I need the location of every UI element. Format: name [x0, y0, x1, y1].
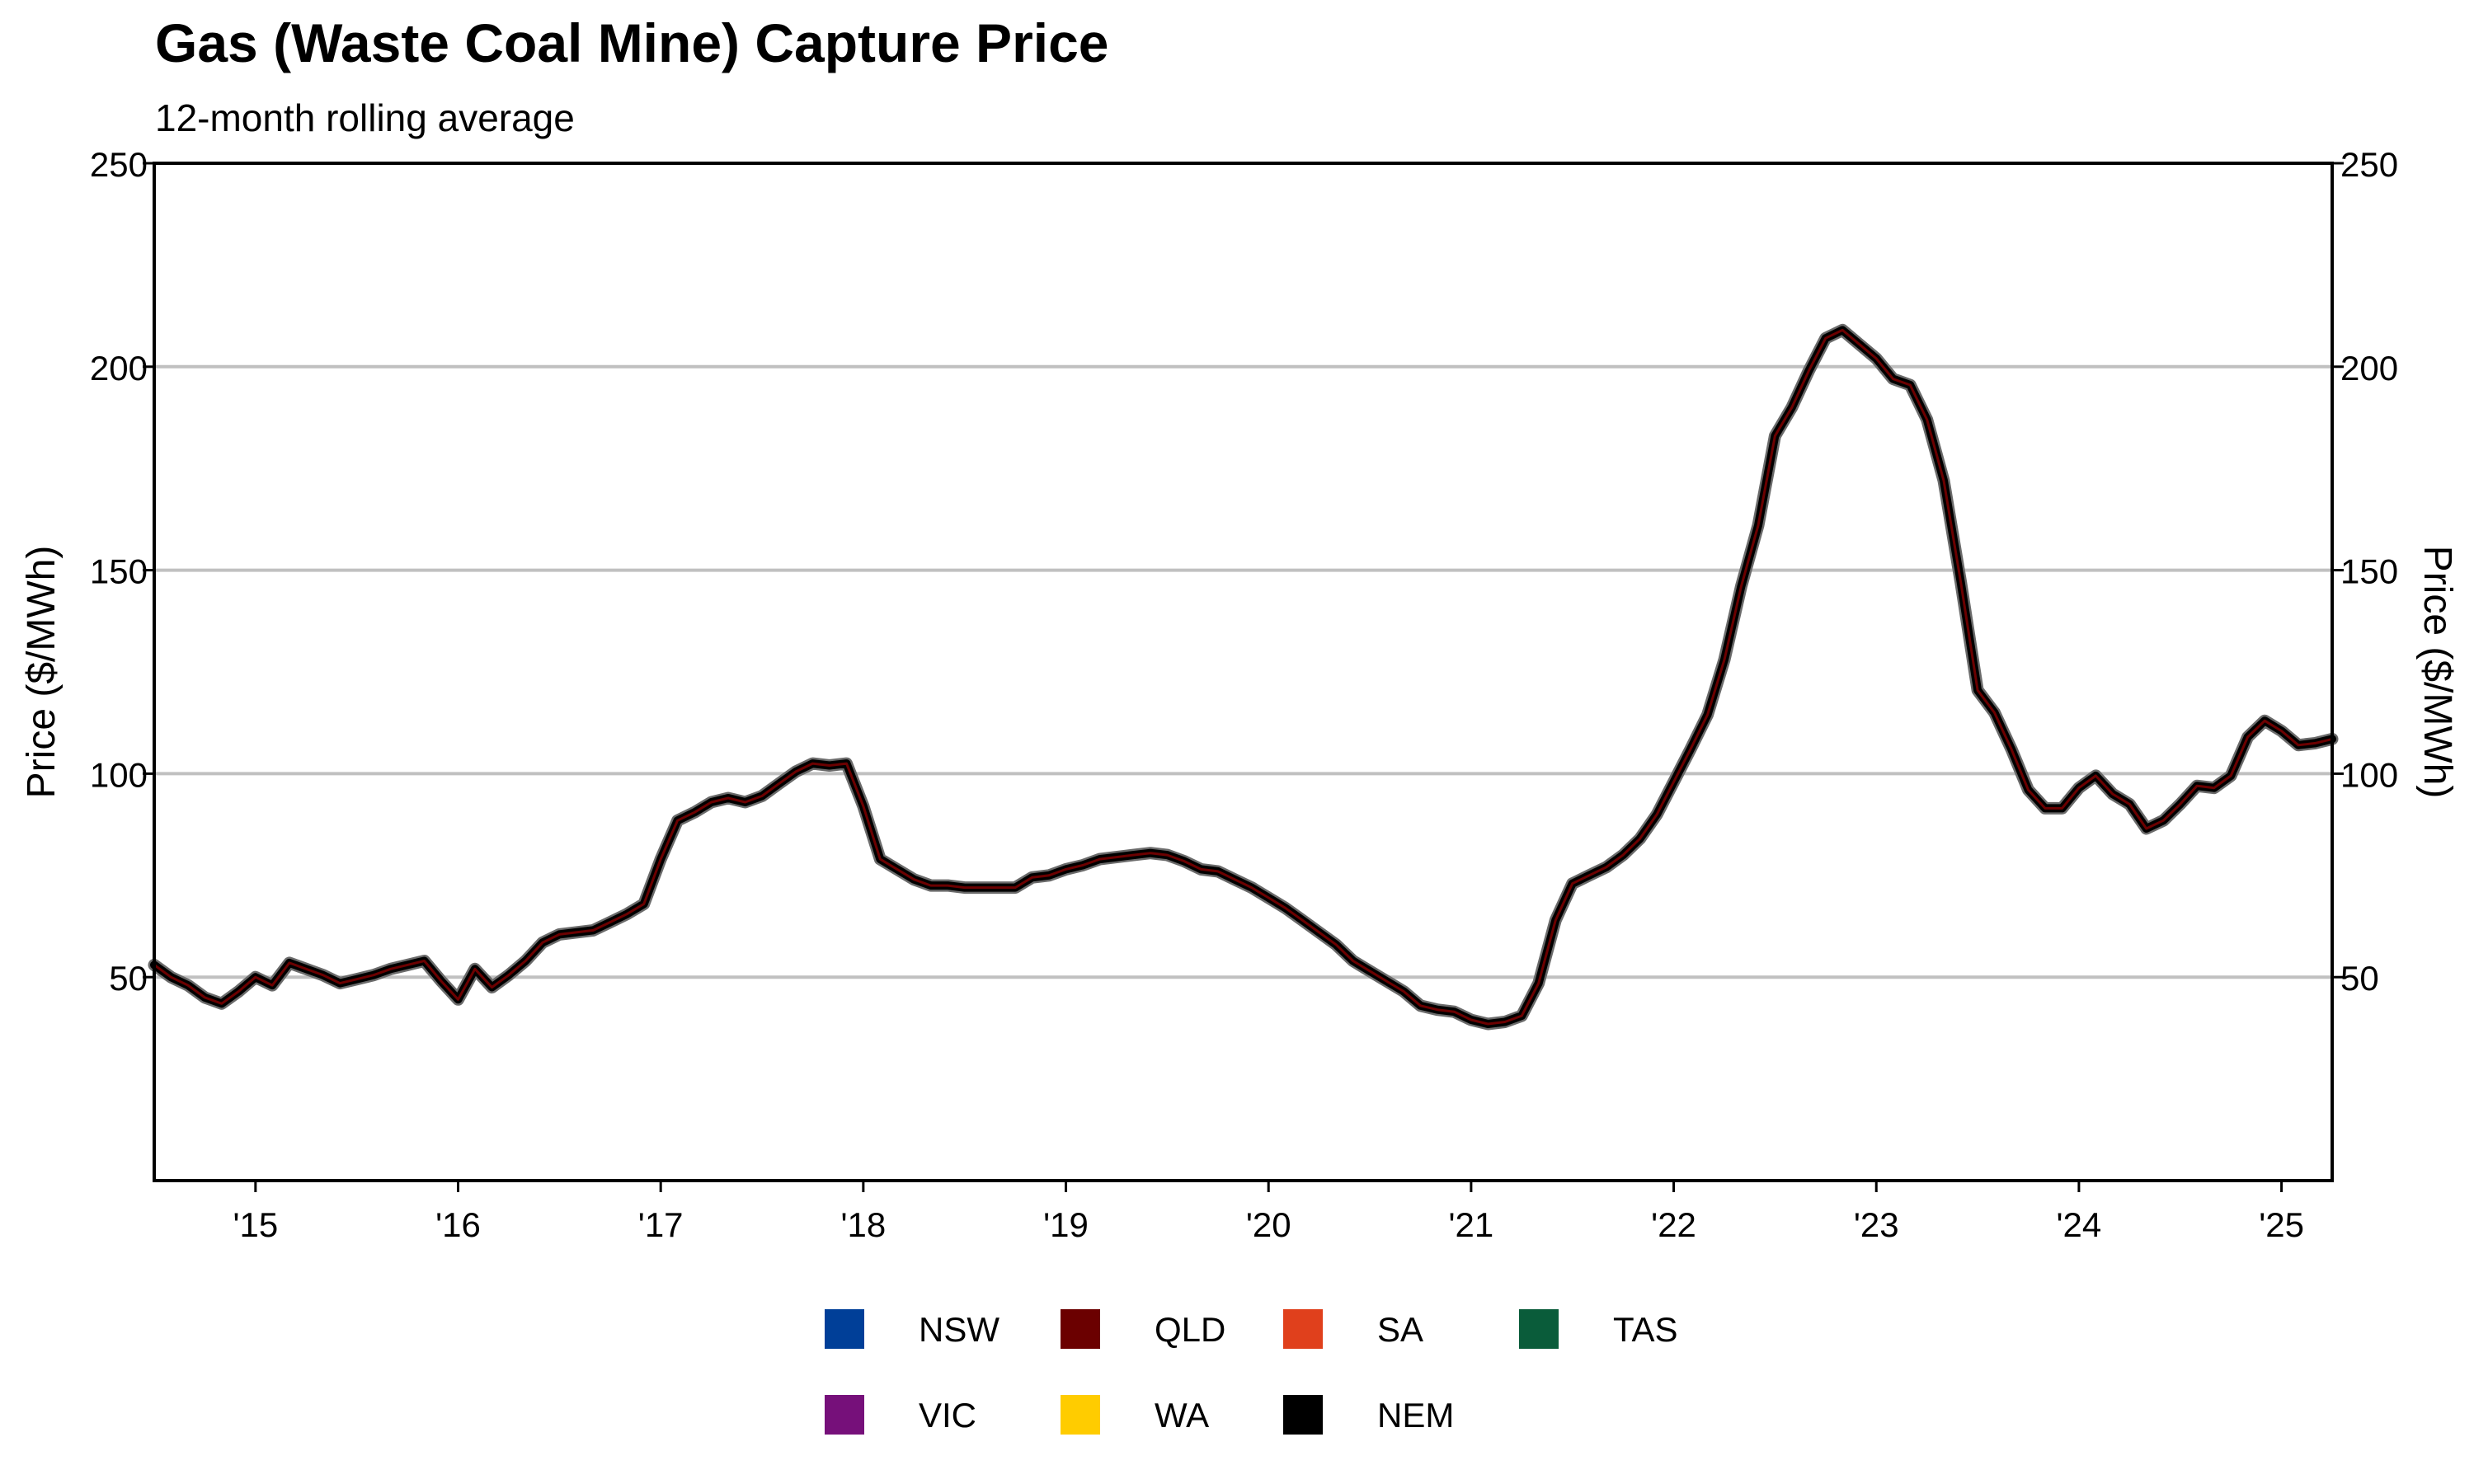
y-tick-label-right: 50 [2340, 959, 2379, 998]
legend-item-nsw: NSW [825, 1309, 999, 1349]
series-line-nem [150, 326, 2336, 1028]
legend-label: SA [1377, 1310, 1423, 1349]
legend: NSW QLD SA TAS VIC WA NEM [825, 1309, 1678, 1435]
x-tick-label: '21 [1449, 1205, 1494, 1244]
chart-title: Gas (Waste Coal Mine) Capture Price [155, 12, 1109, 73]
gridlines [154, 364, 2332, 979]
legend-swatch [825, 1395, 864, 1435]
series-line-qld [153, 328, 2334, 1026]
legend-swatch [1061, 1395, 1100, 1435]
x-tick-label: '18 [840, 1205, 886, 1244]
x-tick-label: '20 [1246, 1205, 1291, 1244]
y-tick-label-left: 200 [90, 349, 148, 387]
y-tick-label-right: 100 [2340, 755, 2398, 794]
y-tick-label-right: 200 [2340, 349, 2398, 387]
y-tick-label-left: 50 [109, 959, 148, 998]
series-line-halo [148, 323, 2339, 1031]
plot-frame [153, 162, 2334, 1182]
legend-label: VIC [919, 1396, 976, 1435]
x-tick-label: '17 [638, 1205, 684, 1244]
legend-swatch [1061, 1309, 1100, 1349]
y-axis-left-label: Price ($/MWh) [20, 546, 63, 799]
y-axis-left-ticks: 50 100 150 200 250 [90, 145, 154, 998]
y-tick-label-right: 150 [2340, 552, 2398, 591]
legend-label: NSW [919, 1310, 999, 1349]
x-tick-label: '19 [1043, 1205, 1089, 1244]
legend-item-qld: QLD [1061, 1309, 1225, 1349]
legend-label: NEM [1377, 1396, 1454, 1435]
legend-swatch [825, 1309, 864, 1349]
legend-swatch [1283, 1395, 1323, 1435]
series-lines [148, 323, 2339, 1031]
legend-item-vic: VIC [825, 1395, 976, 1435]
legend-label: WA [1155, 1396, 1209, 1435]
legend-item-nem: NEM [1283, 1395, 1454, 1435]
legend-swatch [1519, 1309, 1559, 1349]
y-tick-label-left: 150 [90, 552, 148, 591]
legend-swatch [1283, 1309, 1323, 1349]
x-tick-label: '15 [233, 1205, 278, 1244]
y-tick-label-right: 250 [2340, 145, 2398, 184]
legend-item-tas: TAS [1519, 1309, 1678, 1349]
y-axis-right-label: Price ($/MWh) [2415, 546, 2459, 799]
legend-label: QLD [1155, 1310, 1225, 1349]
y-tick-label-left: 100 [90, 755, 148, 794]
x-tick-label: '16 [435, 1205, 481, 1244]
x-tick-label: '23 [1854, 1205, 1899, 1244]
y-tick-label-left: 250 [90, 145, 148, 184]
y-axis-right-ticks: 50 100 150 200 250 [2332, 145, 2398, 998]
chart-subtitle: 12-month rolling average [155, 96, 575, 139]
legend-label: TAS [1613, 1310, 1678, 1349]
x-tick-label: '22 [1651, 1205, 1696, 1244]
x-tick-label: '25 [2259, 1205, 2304, 1244]
x-axis-ticks: '15 '16 '17 '18 '19 '20 '21 '22 '23 '24 '25 [233, 1181, 2304, 1244]
x-tick-label: '24 [2057, 1205, 2102, 1244]
legend-item-wa: WA [1061, 1395, 1209, 1435]
legend-item-sa: SA [1283, 1309, 1423, 1349]
